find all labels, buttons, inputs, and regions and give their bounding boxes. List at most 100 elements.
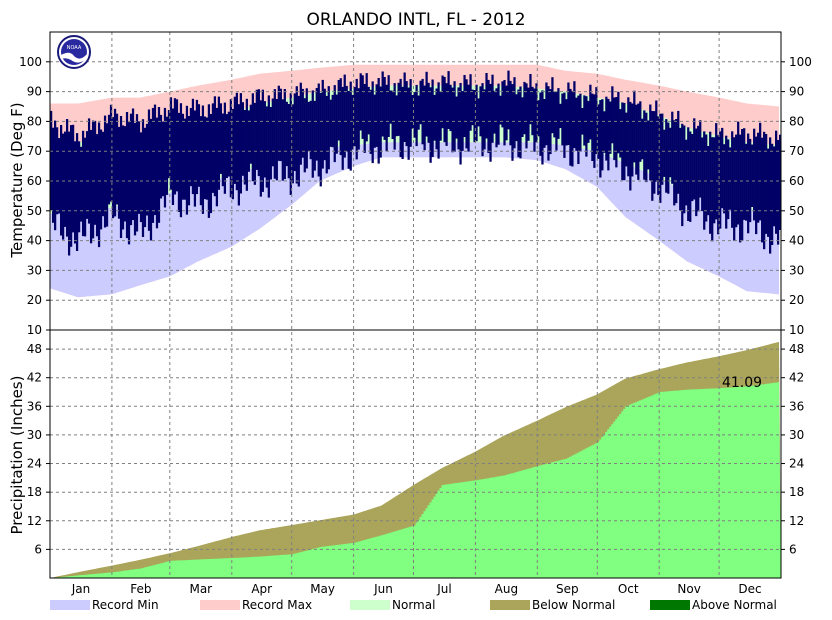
- actual-temp-bar: [547, 86, 550, 161]
- actual-temp-bar: [723, 144, 726, 214]
- actual-temp-bar: [335, 94, 338, 154]
- temp-tick-label: 50: [27, 204, 42, 218]
- actual-temp-bar: [57, 138, 61, 214]
- actual-temp-bar: [221, 113, 225, 187]
- actual-temp-bar: [497, 83, 500, 145]
- precip-tick-label: 42: [789, 371, 804, 385]
- actual-temp-bar: [207, 104, 211, 218]
- actual-temp-bar: [337, 80, 340, 141]
- precip-tick-label: 24: [789, 457, 804, 471]
- actual-temp-bar: [321, 79, 324, 169]
- actual-temp-bar: [65, 119, 69, 237]
- actual-temp-bar: [347, 91, 350, 169]
- actual-temp-bar: [311, 90, 314, 178]
- actual-temp-bar: [239, 93, 242, 194]
- actual-temp-bar: [489, 83, 492, 162]
- actual-temp-bar: [727, 139, 730, 220]
- actual-temp-bar: [567, 82, 570, 146]
- actual-temp-bar: [271, 98, 274, 167]
- actual-temp-bar: [629, 101, 632, 191]
- actual-temp-bar: [655, 100, 658, 182]
- actual-temp-bar: [67, 131, 71, 256]
- actual-temp-bar: [197, 104, 201, 187]
- actual-temp-bar: [709, 131, 712, 234]
- plot-frame: [49, 31, 782, 579]
- actual-temp-bar: [531, 86, 534, 136]
- actual-temp-bar: [687, 127, 690, 221]
- actual-temp-bar: [165, 116, 169, 195]
- actual-temp-bar: [511, 84, 514, 161]
- actual-temp-bar: [469, 74, 472, 131]
- actual-temp-bar: [237, 104, 240, 206]
- actual-temp-bar: [569, 88, 572, 166]
- actual-temp-bar: [429, 87, 432, 163]
- temp-tick-label: 10: [789, 323, 804, 337]
- actual-temp-bar: [529, 74, 532, 125]
- actual-temp-bar: [379, 86, 382, 158]
- legend-label: Record Max: [242, 598, 312, 612]
- actual-temp-bar: [525, 83, 528, 149]
- actual-temp-bar: [621, 102, 624, 181]
- legend-label: Normal: [392, 598, 435, 612]
- actual-temp-bar: [683, 125, 686, 214]
- actual-temp-bar: [315, 88, 318, 161]
- actual-temp-bar: [501, 81, 504, 128]
- actual-temp-bar: [349, 81, 352, 171]
- actual-temp-bar: [617, 91, 620, 154]
- actual-temp-bar: [705, 134, 708, 222]
- actual-temp-bar: [697, 125, 700, 212]
- actual-temp-bar: [733, 137, 736, 241]
- actual-temp-bar: [493, 90, 496, 134]
- actual-temp-bar: [261, 89, 264, 192]
- actual-temp-bar: [739, 134, 742, 243]
- month-tick-label: Dec: [738, 582, 761, 596]
- actual-temp-bar: [217, 96, 221, 190]
- actual-temp-bar: [631, 103, 634, 177]
- actual-temp-bar: [355, 78, 358, 160]
- actual-temp-bar: [177, 112, 181, 212]
- noaa-logo-icon: NOAA: [57, 35, 91, 69]
- actual-temp-bar: [371, 81, 374, 164]
- actual-temp-bar: [121, 125, 125, 230]
- actual-temp-bar: [651, 111, 654, 201]
- actual-temp-bar: [515, 94, 518, 142]
- actual-temp-bar: [643, 110, 646, 180]
- precip-tick-label: 30: [27, 428, 42, 442]
- actual-temp-bar: [425, 71, 428, 137]
- actual-temp-bar: [145, 123, 149, 216]
- actual-temp-bar: [701, 137, 704, 212]
- actual-temp-bar: [91, 120, 95, 239]
- actual-temp-bar: [367, 86, 370, 135]
- actual-temp-bar: [63, 131, 67, 227]
- month-tick-label: Apr: [251, 582, 272, 596]
- actual-temp-bar: [277, 85, 280, 161]
- actual-temp-bar: [313, 100, 316, 171]
- actual-temp-bar: [415, 84, 418, 147]
- legend-swatch: [200, 600, 240, 610]
- actual-temp-bar: [679, 127, 682, 211]
- actual-temp-bar: [729, 147, 732, 210]
- actual-temp-bar: [195, 99, 199, 195]
- actual-temp-bar: [377, 78, 380, 164]
- actual-temp-bar: [535, 83, 538, 143]
- temp-tick-label: 50: [789, 204, 804, 218]
- temp-tick-label: 30: [27, 263, 42, 277]
- actual-temp-bar: [545, 82, 548, 146]
- actual-temp-bar: [359, 73, 362, 131]
- actual-temp-bar: [227, 111, 231, 177]
- actual-temp-bar: [659, 113, 662, 203]
- actual-temp-bar: [181, 113, 185, 200]
- actual-temp-bar: [603, 111, 606, 153]
- legend-swatch: [490, 600, 530, 610]
- actual-temp-bar: [495, 88, 498, 148]
- actual-temp-bar: [675, 119, 678, 204]
- grid-lines: [50, 32, 781, 578]
- precip-tick-label: 6: [34, 542, 42, 556]
- actual-temp-bar: [307, 101, 310, 152]
- actual-temp-bar: [481, 83, 484, 157]
- actual-temp-bar: [297, 95, 300, 187]
- actual-temp-bar: [153, 104, 157, 216]
- actual-temp-bar: [505, 85, 508, 141]
- month-tick-label: Jun: [373, 582, 393, 596]
- actual-temp-bar: [473, 90, 476, 143]
